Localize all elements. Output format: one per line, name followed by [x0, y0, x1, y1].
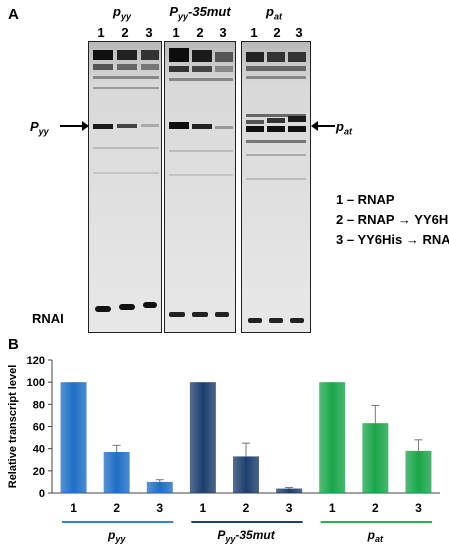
gel-autoradiograph-pyy: [89, 42, 161, 332]
gel1-lane-3: 3: [145, 25, 153, 40]
panel-b-letter: B: [8, 336, 19, 353]
y-tick-label: 0: [39, 488, 45, 500]
legend-line-3: 3 – YY6His → RNAP: [336, 232, 449, 247]
bar: [362, 423, 389, 493]
pat-band-marker: pat: [336, 119, 352, 137]
bar: [60, 382, 87, 493]
bar: [276, 488, 303, 493]
gel2-lane-3: 3: [219, 25, 227, 40]
gel-image-pat: [241, 41, 311, 333]
y-axis-label: Relative transcript level: [7, 365, 19, 489]
bar: [103, 451, 130, 493]
bar: [319, 382, 346, 493]
gel3-lane-3: 3: [295, 25, 303, 40]
x-tick-label: 2: [243, 501, 250, 515]
y-tick-label: 120: [27, 355, 45, 367]
gel1-lane-2: 2: [121, 25, 129, 40]
gel1-lane-1: 1: [97, 25, 105, 40]
gel-image-pyy: [88, 41, 162, 333]
rnai-label: RNAI: [32, 311, 64, 326]
left-arrow-icon: [311, 121, 335, 131]
legend-line-2: 2 – RNAP → YY6His: [336, 212, 449, 227]
gel2-lane-2: 2: [196, 25, 204, 40]
legend-line-1: 1 – RNAP: [336, 192, 395, 207]
bar: [233, 456, 259, 493]
x-tick-label: 1: [329, 501, 336, 515]
bar: [189, 382, 216, 493]
group-label: Pyy-35mut: [217, 528, 275, 544]
gel-title-pyy-35mut: Pyy-35mut: [169, 4, 231, 22]
y-tick-label: 100: [27, 377, 45, 389]
gel-image-pyy-35mut: [164, 41, 236, 333]
x-tick-label: 1: [200, 501, 207, 515]
gel-title-pat: pat: [266, 4, 282, 22]
x-tick-label: 3: [156, 501, 163, 515]
y-tick-label: 80: [33, 399, 45, 411]
pyy-band-marker: Pyy: [30, 119, 49, 137]
x-tick-label: 2: [113, 501, 120, 515]
gel-title-pyy: pyy: [113, 4, 131, 22]
gel-autoradiograph-pat: [242, 42, 310, 332]
x-tick-label: 3: [286, 501, 293, 515]
x-tick-label: 3: [415, 501, 422, 515]
y-tick-label: 40: [33, 444, 45, 456]
gel3-lane-1: 1: [250, 25, 258, 40]
gel-autoradiograph-pyy-35mut: [165, 42, 235, 332]
group-label: pyy: [107, 528, 126, 544]
y-tick-label: 60: [33, 422, 45, 434]
bar: [146, 481, 173, 493]
x-tick-label: 1: [70, 501, 77, 515]
gel2-lane-1: 1: [172, 25, 180, 40]
gel3-lane-2: 2: [273, 25, 281, 40]
y-tick-label: 20: [33, 466, 45, 478]
right-arrow-icon: [60, 121, 89, 131]
x-tick-label: 2: [372, 501, 379, 515]
bar-chart: Relative transcript level 0 20 40 60 80 100 120…: [7, 355, 440, 544]
panel-a-letter: A: [8, 6, 19, 23]
group-label: pat: [367, 528, 384, 544]
bar: [405, 450, 432, 493]
